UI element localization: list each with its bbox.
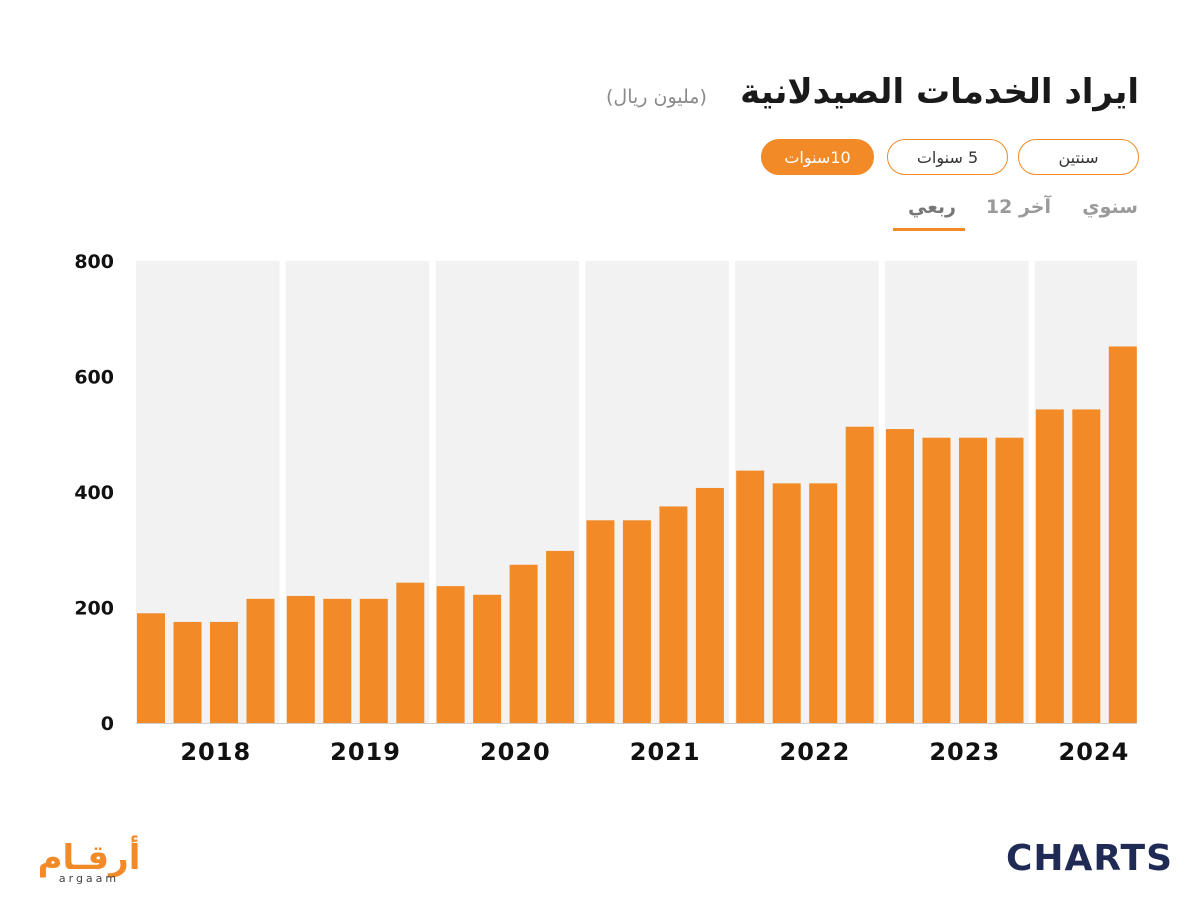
bar-2021-q1	[586, 520, 615, 723]
y-tick-label-600: 600	[74, 367, 114, 389]
x-tick-label-2023: 2023	[929, 738, 1000, 766]
bar-2022-q3	[809, 483, 838, 723]
bar-2019-q3	[359, 598, 388, 723]
bar-2018-q3	[210, 621, 238, 723]
bar-2019-q1	[286, 595, 315, 723]
bar-2019-q2	[323, 598, 352, 723]
x-tick-label-2021: 2021	[630, 738, 701, 766]
bar-2018-q4	[246, 598, 275, 723]
y-tick-label-400: 400	[74, 482, 114, 504]
tab-last-12[interactable]: آخر 12	[985, 196, 1051, 218]
bar-2021-q4	[695, 487, 724, 723]
bar-2024-q2	[1072, 409, 1101, 723]
bar-2018-q1	[137, 613, 165, 723]
bar-2024-q1	[1035, 409, 1064, 723]
bar-2021-q2	[622, 520, 651, 723]
bar-2022-q1	[736, 470, 765, 723]
range-button-10-years[interactable]: 10سنوات	[761, 139, 874, 175]
tab-annual[interactable]: سنوي	[1082, 196, 1138, 218]
page-title: ايراد الخدمات الصيدلانية	[740, 72, 1139, 112]
bar-2023-q1	[886, 429, 914, 723]
x-tick-label-2022: 2022	[780, 738, 851, 766]
x-tick-label-2024: 2024	[1059, 738, 1130, 766]
bar-2023-q2	[922, 437, 951, 723]
unit-label: (مليون ريال)	[606, 86, 707, 108]
bar-2024-q3	[1108, 346, 1137, 723]
bar-2020-q3	[509, 564, 538, 723]
x-tick-label-2019: 2019	[330, 738, 401, 766]
y-tick-label-200: 200	[74, 598, 114, 620]
y-tick-label-0: 0	[101, 713, 114, 735]
bar-2021-q3	[659, 506, 688, 723]
x-tick-label-2020: 2020	[480, 738, 551, 766]
bar-2022-q4	[845, 426, 874, 723]
active-tab-underline	[893, 228, 965, 231]
charts-logo: CHARTS	[1006, 838, 1173, 879]
bar-2020-q2	[473, 594, 502, 723]
bar-2019-q4	[396, 582, 425, 723]
range-button-5-years[interactable]: 5 سنوات	[887, 139, 1008, 175]
bar-2023-q4	[995, 437, 1024, 723]
bar-2023-q3	[959, 437, 987, 723]
bar-2020-q4	[546, 550, 575, 723]
tab-quarterly[interactable]: ربعي	[907, 196, 956, 218]
bar-2018-q2	[173, 621, 202, 723]
range-button-2-years[interactable]: سنتين	[1018, 139, 1139, 175]
argaam-logo: أرقـام argaam	[37, 838, 141, 885]
bar-2022-q2	[772, 483, 801, 723]
x-tick-label-2018: 2018	[180, 738, 251, 766]
bar-2020-q1	[436, 586, 465, 723]
y-tick-label-800: 800	[74, 251, 114, 273]
